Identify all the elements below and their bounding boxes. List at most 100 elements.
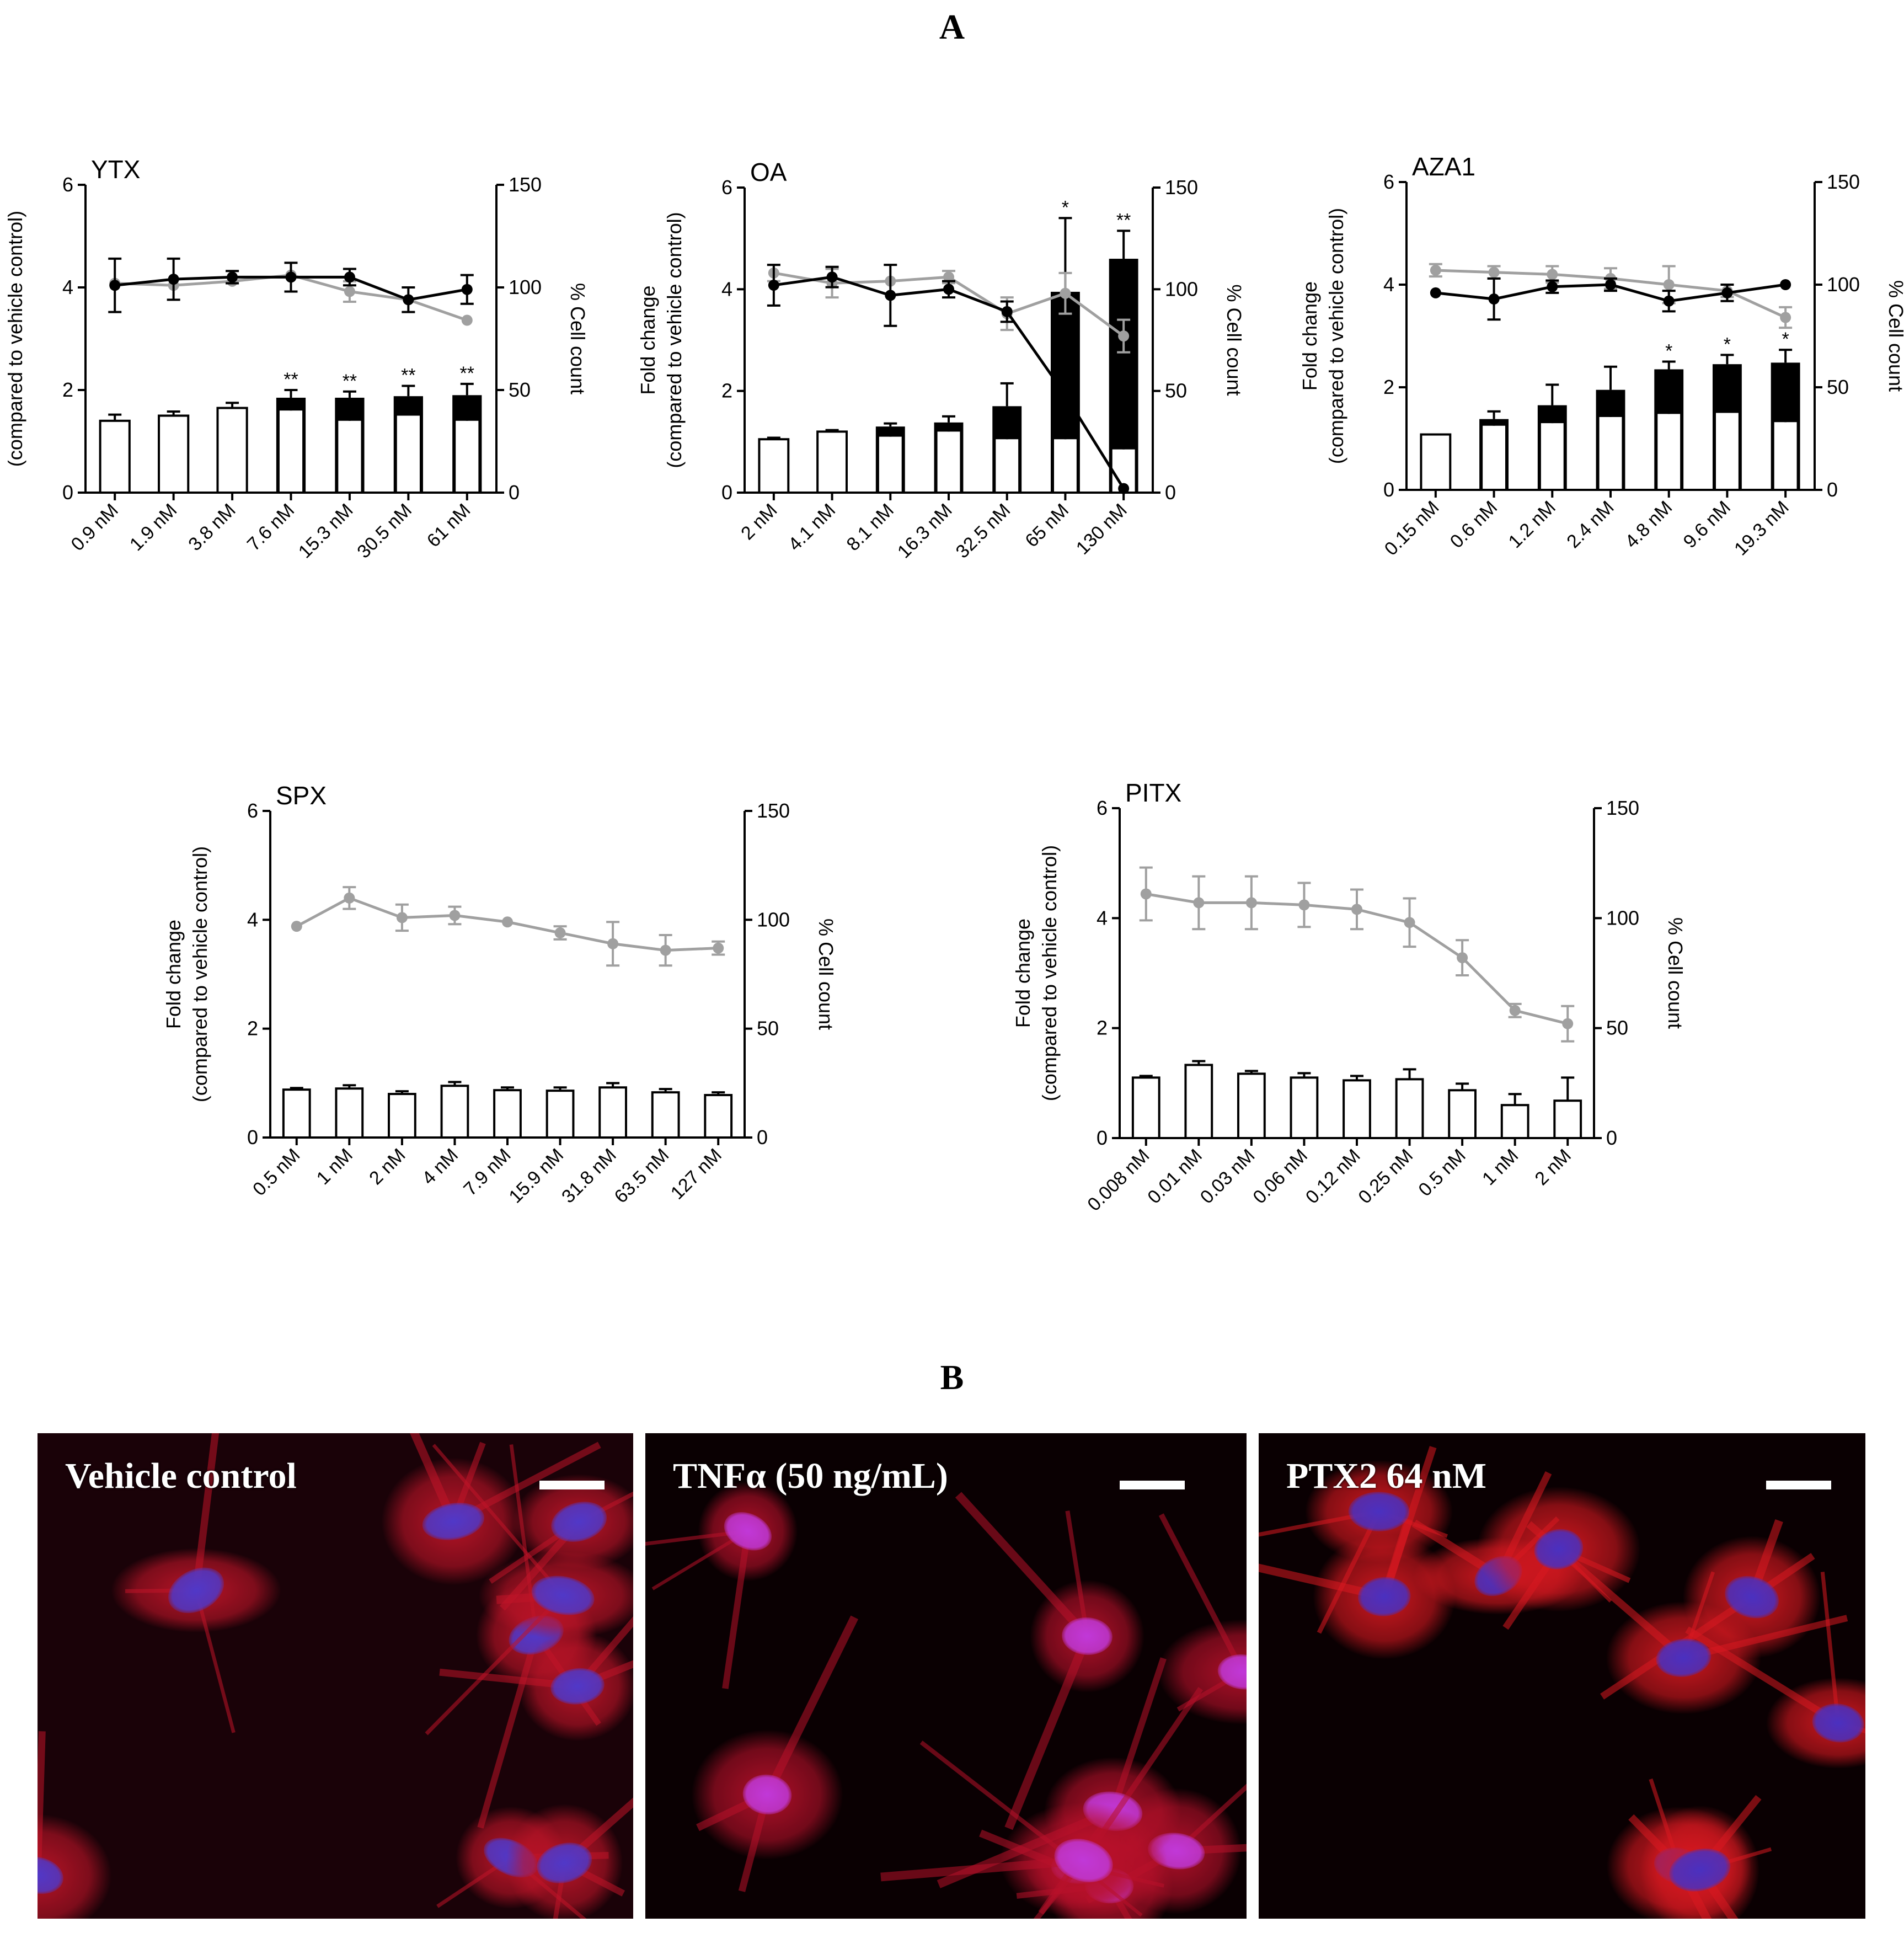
series-gray-point (1780, 312, 1791, 323)
y-tick-label-right: 100 (509, 276, 542, 298)
y-axis-label-left: Fold change (1298, 281, 1321, 391)
series-gray-point (461, 314, 473, 326)
chart-title: AZA1 (1412, 152, 1475, 181)
bar-white (1420, 433, 1452, 491)
bar-white (158, 414, 190, 494)
series-gray-point (396, 912, 408, 923)
micrograph-label: PTX2 64 nM (1286, 1456, 1486, 1496)
bar-white (1553, 1099, 1582, 1140)
y-tick-label-right: 0 (1827, 478, 1838, 501)
cell-nucleus (1054, 1839, 1113, 1882)
series-gray-point (554, 927, 566, 939)
y-tick-label-right: 100 (1827, 273, 1860, 296)
bar-white (1237, 1072, 1266, 1140)
series-black-point (943, 284, 954, 295)
y-axis-label-left-sub: (compared to vehicle control) (189, 846, 211, 1102)
micrograph-image (38, 1433, 633, 1919)
bar-white (1395, 1078, 1424, 1140)
y-tick-label-left: 4 (1097, 906, 1108, 929)
y-axis-label-right: % Cell count (1223, 284, 1245, 396)
x-tick-label: 3.8 nM (184, 500, 239, 555)
y-tick-label-left: 2 (62, 378, 73, 401)
series-gray-point (943, 271, 954, 283)
x-tick-label: 0.6 nM (1446, 497, 1501, 552)
significance-marker: * (1782, 329, 1789, 350)
significance-marker: * (1724, 334, 1731, 355)
y-tick-label-left: 0 (62, 481, 73, 504)
bar-white (704, 1094, 733, 1139)
chart-title: SPX (276, 781, 327, 810)
x-tick-label: 15.9 nM (505, 1145, 568, 1208)
x-tick-label: 0.25 nM (1354, 1145, 1417, 1208)
series-black-point (1118, 483, 1130, 494)
y-axis-label-right: % Cell count (1664, 917, 1687, 1029)
bar-white (1184, 1064, 1213, 1140)
series-black-point (285, 271, 297, 283)
cell-nucleus (1348, 1492, 1410, 1531)
bar-white (282, 1088, 311, 1139)
series-gray-point (1245, 897, 1257, 909)
y-tick-label-right: 50 (509, 378, 531, 401)
significance-marker: ** (284, 369, 298, 390)
bar-white (216, 407, 248, 494)
charts-area: YTX0246050100150Fold change(compared to … (4, 152, 1904, 1215)
series-black-point (1721, 287, 1733, 298)
series-gray-point (1140, 888, 1152, 900)
cell-nucleus (1812, 1704, 1864, 1743)
cell-nucleus (1062, 1617, 1113, 1655)
series-gray-point (1509, 1005, 1521, 1016)
x-tick-label: 0.03 nM (1196, 1145, 1259, 1208)
x-tick-label: 0.5 nM (249, 1145, 304, 1200)
series-black-point (768, 279, 779, 291)
x-tick-label: 0.15 nM (1381, 497, 1443, 560)
bar-white (937, 431, 960, 492)
y-axis-label-right: % Cell count (566, 283, 589, 394)
bar-white (1290, 1076, 1319, 1140)
cell-nucleus (531, 1576, 595, 1615)
y-tick-label-left: 4 (247, 908, 258, 931)
x-tick-label: 4 nM (418, 1145, 462, 1189)
bar-white (1657, 414, 1681, 489)
series-gray-point (1430, 264, 1441, 276)
bar-white (440, 1085, 469, 1139)
y-tick-label-right: 0 (1165, 481, 1176, 504)
cell-body (1157, 1619, 1247, 1725)
x-tick-label: 4.1 nM (784, 500, 839, 555)
series-gray-point (713, 942, 724, 954)
chart-spx: SPX 0 2 4 6 0 50 100 150 Fold change (compared to … (162, 781, 837, 1208)
y-tick-label-right: 100 (1165, 277, 1198, 300)
y-axis-label-left-sub: (compared to vehicle control) (663, 212, 686, 468)
y-tick-label-right: 50 (1606, 1017, 1628, 1039)
x-tick-label: 19.3 nM (1730, 497, 1793, 560)
cell-nucleus (1358, 1577, 1411, 1616)
x-tick-label: 16.3 nM (894, 500, 956, 563)
cell-nucleus (537, 1843, 592, 1883)
series-black-point (826, 271, 838, 283)
micrograph-ptx2: PTX2 64 nM (1259, 1433, 1865, 1919)
y-tick-label-left: 0 (247, 1126, 258, 1149)
y-tick-label-left: 6 (1097, 797, 1108, 819)
bar-white (1716, 413, 1739, 489)
x-tick-label: 2 nM (737, 500, 781, 544)
y-axis-label-left: Fold change (162, 920, 185, 1029)
bar-white (456, 420, 479, 492)
cell-nucleus (422, 1502, 485, 1540)
y-tick-label-left: 4 (721, 277, 732, 300)
chart-pitx: PITX 0 2 4 6 0 50 100 150 Fold change (compared to… (1012, 778, 1687, 1215)
y-tick-label-left: 2 (247, 1017, 258, 1040)
significance-marker: ** (401, 365, 415, 386)
y-tick-label-right: 150 (1827, 170, 1860, 193)
panel-label-b: B (940, 1358, 964, 1397)
x-tick-label: 0.9 nM (67, 500, 122, 555)
y-tick-label-left: 6 (1383, 170, 1394, 193)
y-tick-label-right: 100 (1606, 906, 1639, 929)
x-tick-label: 4.8 nM (1621, 497, 1676, 552)
bar-white (493, 1089, 522, 1139)
series-gray-point (1060, 287, 1071, 299)
series-gray-point (291, 921, 302, 932)
series-gray-point (1488, 266, 1500, 278)
x-tick-label: 1.9 nM (126, 500, 181, 555)
series-gray-point (1351, 904, 1362, 915)
chart-title: YTX (91, 155, 140, 184)
significance-marker: * (1665, 341, 1672, 362)
